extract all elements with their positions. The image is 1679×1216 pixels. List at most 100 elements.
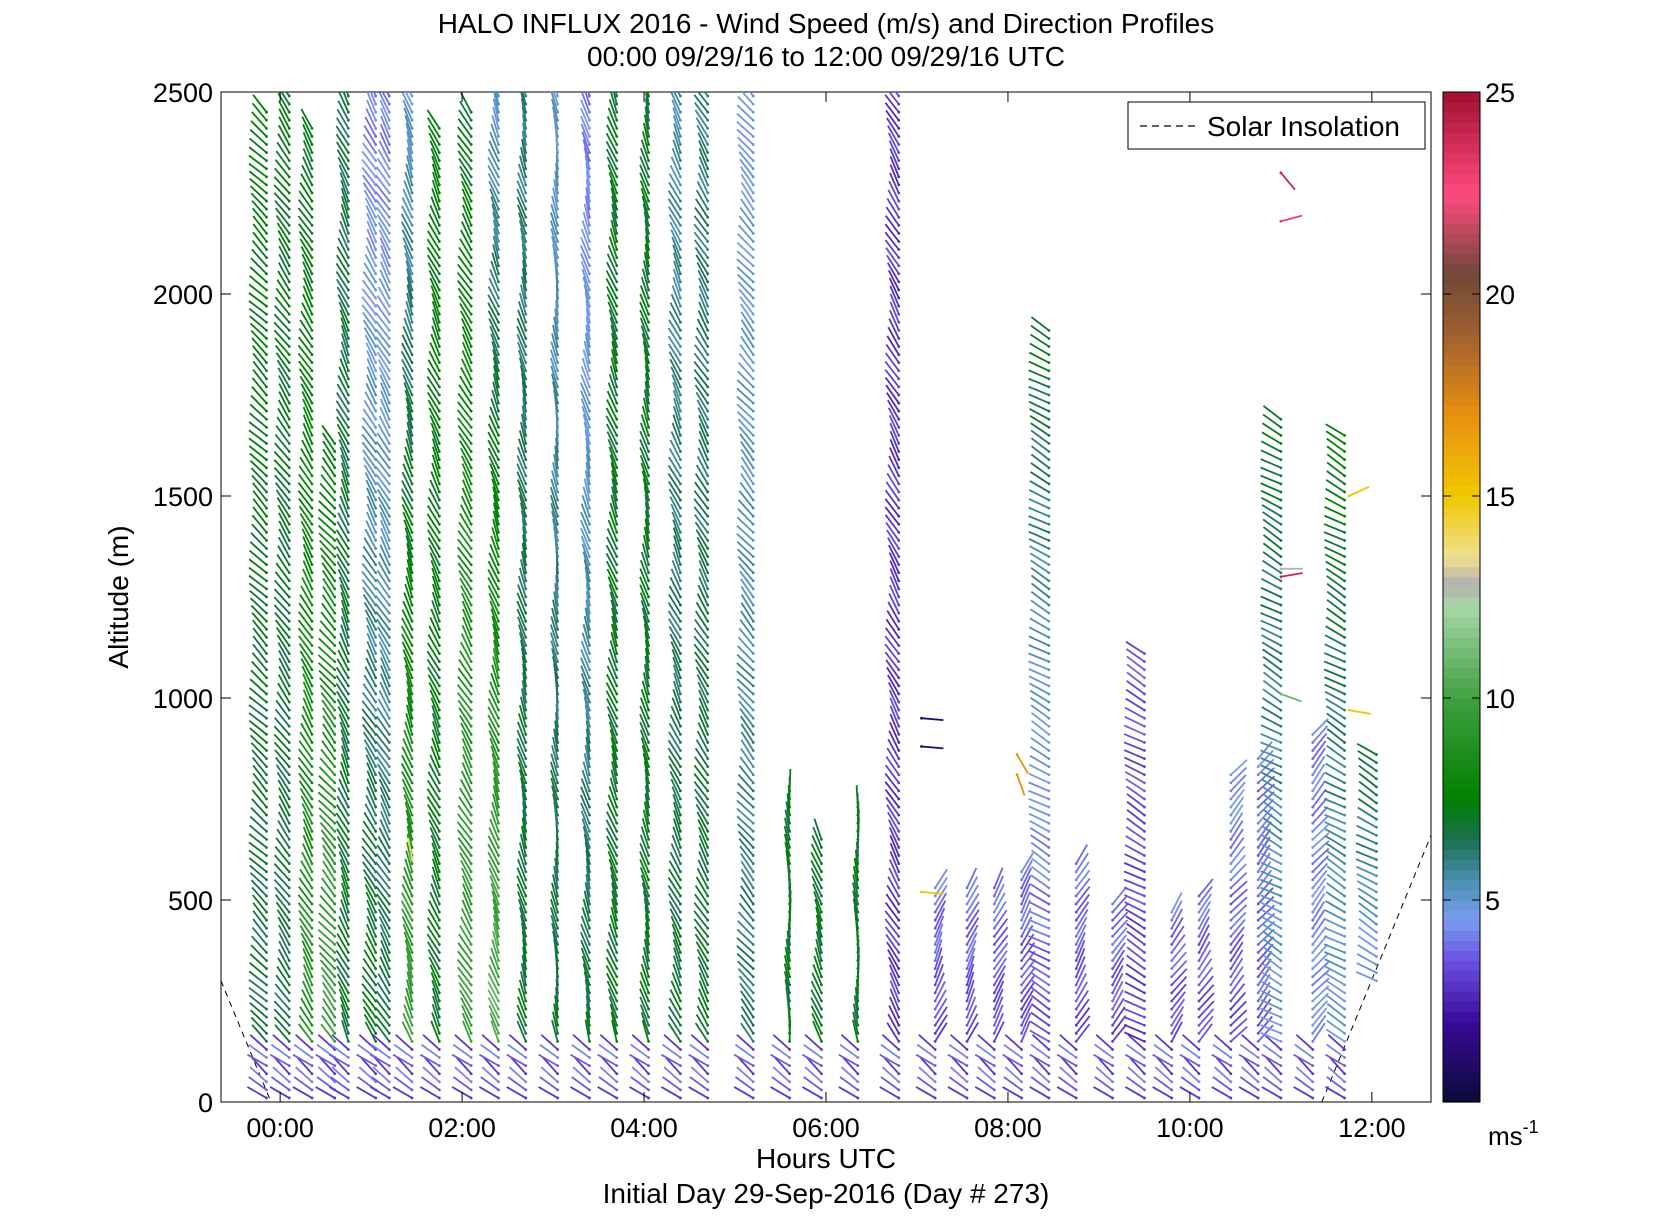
wind-barb-dot [333,773,337,777]
wind-barb [278,795,291,816]
wind-barb [582,688,591,711]
wind-barb [403,244,413,267]
wind-barb-dot [524,223,528,227]
wind-barb [641,607,650,630]
wind-barb-dot [287,902,291,906]
wind-barb-dot [706,870,710,874]
wind-barb-dot [647,959,650,962]
wind-barb-dot [706,345,710,348]
wind-barb-dot [410,886,414,890]
wind-barb-dot [265,902,268,906]
wind-barb-dot [265,676,268,680]
wind-barb [736,533,754,550]
wind-barb [599,1066,618,1083]
wind-barb [248,429,268,445]
wind-barb [668,763,682,784]
wind-barb [491,664,500,687]
wind-barb [611,203,618,226]
wind-barb [462,883,473,905]
wind-barb-dot [387,369,391,373]
wind-barb-dot [556,765,560,769]
wind-barb [641,745,650,767]
wind-barb [740,715,754,735]
wind-barb [401,205,413,226]
wind-barb-dot [387,902,391,906]
wind-barb [641,470,650,493]
wind-barb [457,974,472,994]
wind-barb [274,1024,290,1042]
wind-barb-dot [387,506,391,510]
wind-barb-dot [615,264,619,268]
wind-barb-dot [897,910,901,914]
wind-barb [429,754,441,776]
wind-barb [737,370,754,388]
wind-barb-dot [615,256,619,260]
wind-barb-dot [346,805,350,809]
wind-barb-dot [410,781,414,785]
wind-barb-dot [374,781,378,785]
wind-barb-dot [524,280,528,284]
wind-barb [697,310,709,331]
wind-barb-dot [497,652,500,655]
wind-barb [608,309,618,331]
wind-barb [520,963,527,986]
wind-barb-dot [588,619,591,623]
wind-barb [459,375,472,396]
wind-barb-dot [346,1007,350,1011]
wind-barb-dot [615,959,619,962]
wind-barb-dot [788,862,792,866]
wind-barb-dot [374,934,378,938]
wind-barb [338,503,350,525]
wind-barb [490,882,500,905]
wind-barb-dot [469,304,473,308]
wind-barb-dot [615,320,619,324]
wind-barb [695,601,709,622]
wind-barb [275,974,290,994]
wind-barb-dot [788,975,792,979]
wind-barb [429,891,441,913]
wind-barb [340,487,350,509]
wind-barb-dot [333,918,337,922]
wind-barb-dot [310,1056,314,1059]
wind-barb [431,987,441,1010]
wind-barb-dot [588,183,591,187]
wind-barb-dot [588,805,591,809]
wind-barb-dot [346,611,350,615]
wind-barb [584,292,591,315]
wind-barb-dot [333,894,337,898]
wind-barb-dot [706,676,710,680]
wind-barb [491,939,500,961]
wind-barb-dot [387,886,391,890]
wind-barb-dot [524,652,528,655]
wind-barb-dot [588,450,591,453]
wind-barb [460,770,473,792]
wind-barb [335,529,350,549]
wind-barb [801,1053,822,1067]
wind-barb [697,172,709,194]
wind-barb-dot [265,611,268,615]
wind-barb [375,191,391,210]
wind-barb [667,876,682,897]
wind-barb [581,268,591,291]
wind-barb [278,665,291,687]
wind-barb [428,213,441,234]
wind-barb [839,1076,859,1091]
wind-barb [318,637,336,655]
wind-barb [581,543,591,565]
wind-barb [302,697,313,719]
wind-barb [889,713,900,735]
wind-barb-dot [387,167,391,171]
wind-barb [340,1012,350,1034]
wind-barb-dot [588,700,591,704]
wind-barb-dot [265,765,268,769]
wind-barb-dot [437,943,441,946]
wind-barb [248,719,268,736]
wind-barb [812,883,823,905]
wind-barb [421,1076,440,1091]
wind-barb [551,236,559,258]
wind-barb [340,1004,350,1026]
wind-barb-dot [820,1056,823,1059]
wind-barb [298,505,313,525]
wind-barb [461,592,473,614]
wind-barb [431,325,441,347]
